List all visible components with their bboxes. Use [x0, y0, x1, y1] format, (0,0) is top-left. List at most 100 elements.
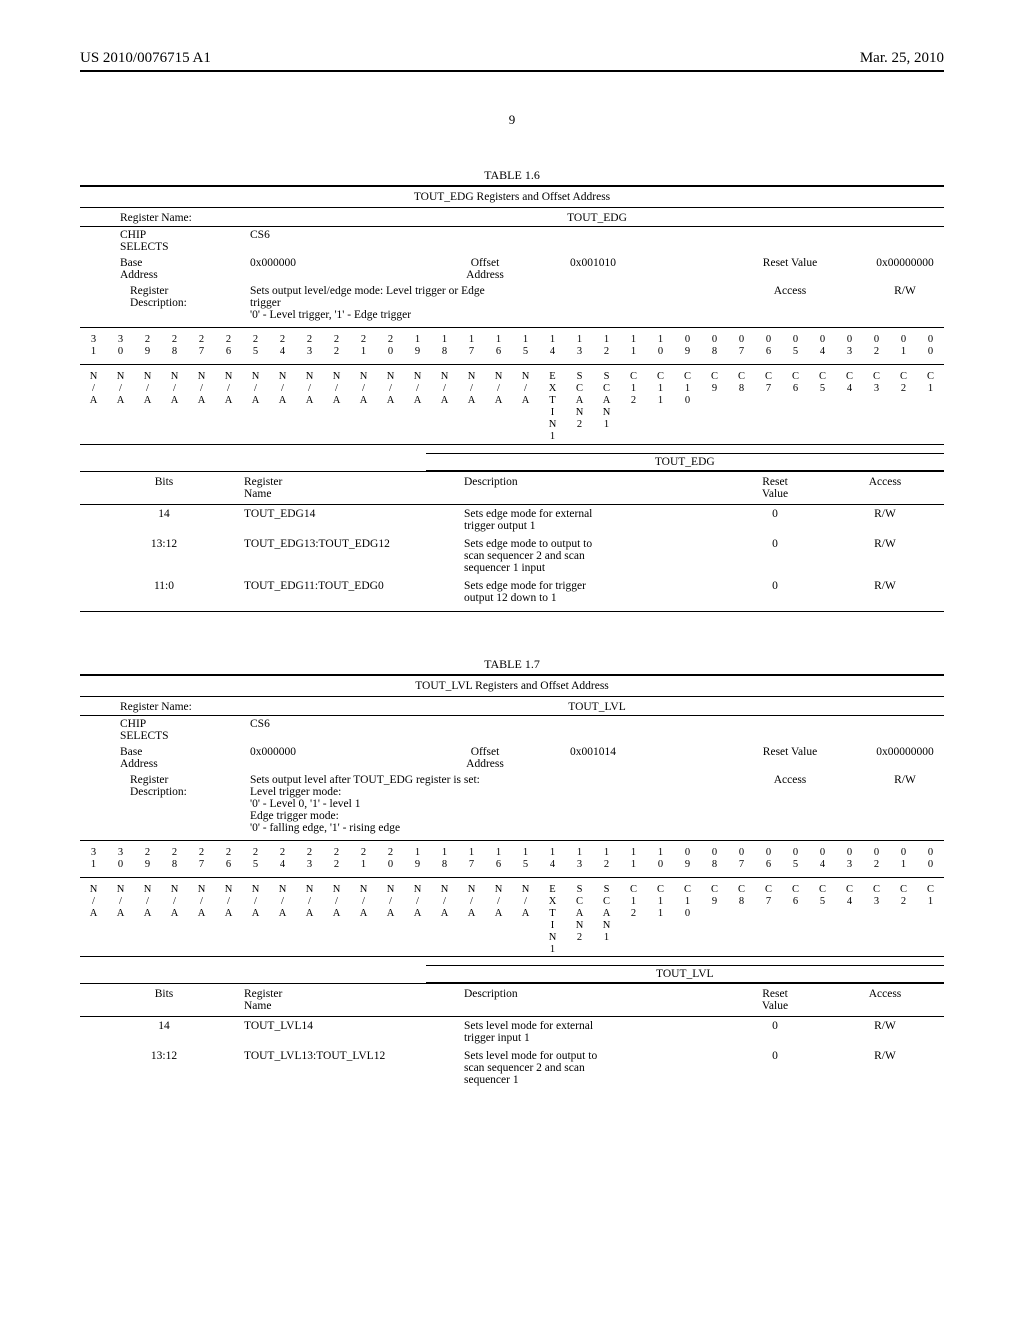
- bit-cell: N / A: [404, 371, 431, 443]
- bit-cell: 1 5: [512, 847, 539, 871]
- bit-cell: C 1 0: [674, 371, 701, 443]
- bit-cell: N / A: [350, 371, 377, 443]
- hdr-desc: Description: [464, 988, 720, 1012]
- bit-cell: 0 0: [917, 334, 944, 358]
- access-label: Access: [740, 774, 840, 786]
- bit-cell: N / A: [215, 371, 242, 443]
- bit-cell: 0 4: [809, 847, 836, 871]
- bit-cell: 1 3: [566, 847, 593, 871]
- bit-cell: 0 1: [890, 847, 917, 871]
- hdr-access: Access: [830, 476, 940, 500]
- page-header: US 2010/0076715 A1 Mar. 25, 2010: [80, 50, 944, 72]
- field-access: R/W: [830, 508, 940, 532]
- bit-cell: 2 1: [350, 847, 377, 871]
- bit-cell: S C A N 1: [593, 371, 620, 443]
- reset-value: 0x00000000: [840, 746, 970, 758]
- bit-cell: C 5: [809, 884, 836, 956]
- bit-cell: 1 7: [458, 847, 485, 871]
- bit-cell: 2 6: [215, 847, 242, 871]
- table17-field-title-top: TOUT_LVL: [426, 965, 944, 983]
- bit-cell: 1 2: [593, 847, 620, 871]
- bit-cell: N / A: [80, 371, 107, 443]
- bit-cell: 0 9: [674, 334, 701, 358]
- field-access: R/W: [830, 580, 940, 604]
- offset-addr-value: 0x001010: [570, 257, 740, 269]
- bit-cell: N / A: [350, 884, 377, 956]
- bit-cell: N / A: [458, 884, 485, 956]
- bit-cell: 3 1: [80, 847, 107, 871]
- regname-label: Register Name:: [80, 701, 250, 713]
- bit-cell: C 2: [890, 884, 917, 956]
- bit-cell: 1 4: [539, 847, 566, 871]
- field-reset: 0: [720, 508, 830, 532]
- table17-addr-row: Base Address 0x000000 Offset Address 0x0…: [80, 744, 944, 772]
- field-reset: 0: [720, 1020, 830, 1044]
- field-desc: Sets level mode for output to scan seque…: [464, 1050, 720, 1086]
- hdr-access: Access: [830, 988, 940, 1012]
- bit-cell: C 8: [728, 884, 755, 956]
- reg-desc-label: Register Description:: [80, 774, 250, 798]
- hdr-bits: Bits: [84, 476, 244, 500]
- field-reset: 0: [720, 580, 830, 604]
- field-access: R/W: [830, 538, 940, 574]
- hdr-desc: Description: [464, 476, 720, 500]
- regname-value: TOUT_EDG: [250, 212, 944, 224]
- bit-cell: N / A: [161, 371, 188, 443]
- bit-cell: 3 0: [107, 334, 134, 358]
- hdr-reset: Reset Value: [720, 476, 830, 500]
- bit-cell: N / A: [485, 371, 512, 443]
- bit-cell: 0 6: [755, 334, 782, 358]
- bit-cell: 2 9: [134, 847, 161, 871]
- bit-cell: 1 0: [647, 847, 674, 871]
- offset-addr-value: 0x001014: [570, 746, 740, 758]
- table17-desc-row: Register Description: Sets output level …: [80, 772, 944, 841]
- field-desc: Sets level mode for external trigger inp…: [464, 1020, 720, 1044]
- bit-cell: 1 3: [566, 334, 593, 358]
- field-access: R/W: [830, 1050, 940, 1086]
- field-name: TOUT_EDG13:TOUT_EDG12: [244, 538, 464, 574]
- bit-cell: 0 4: [809, 334, 836, 358]
- hdr-reset: Reset Value: [720, 988, 830, 1012]
- bit-cell: N / A: [107, 884, 134, 956]
- base-addr-label: Base Address: [80, 257, 250, 281]
- bit-cell: C 1: [917, 884, 944, 956]
- bit-cell: N / A: [404, 884, 431, 956]
- bit-cell: 2 6: [215, 334, 242, 358]
- reg-desc-value: Sets output level/edge mode: Level trigg…: [250, 285, 740, 321]
- bit-cell: C 7: [755, 371, 782, 443]
- bit-cell: 1 8: [431, 334, 458, 358]
- bit-cell: 1 9: [404, 847, 431, 871]
- field-desc: Sets edge mode for trigger output 12 dow…: [464, 580, 720, 604]
- table16-chip-row: CHIP SELECTS CS6: [80, 227, 944, 255]
- bit-cell: N / A: [377, 371, 404, 443]
- chip-selects-value: CS6: [250, 718, 400, 730]
- bit-cell: C 8: [728, 371, 755, 443]
- bit-cell: N / A: [269, 371, 296, 443]
- bit-cell: N / A: [134, 884, 161, 956]
- bit-cell: 2 0: [377, 334, 404, 358]
- patent-number: US 2010/0076715 A1: [80, 50, 211, 67]
- hdr-name: Register Name: [244, 988, 464, 1012]
- table16-desc-row: Register Description: Sets output level/…: [80, 283, 944, 328]
- bit-cell: 1 4: [539, 334, 566, 358]
- field-row: 13:12TOUT_LVL13:TOUT_LVL12Sets level mod…: [80, 1047, 944, 1089]
- bit-cell: 2 9: [134, 334, 161, 358]
- reg-desc-label: Register Description:: [80, 285, 250, 309]
- bit-cell: N / A: [458, 371, 485, 443]
- bit-cell: 0 3: [836, 847, 863, 871]
- field-row: 13:12TOUT_EDG13:TOUT_EDG12Sets edge mode…: [80, 535, 944, 577]
- bit-cell: 0 8: [701, 334, 728, 358]
- bit-cell: N / A: [134, 371, 161, 443]
- table16-caption: TABLE 1.6: [80, 168, 944, 183]
- page-number: 9: [80, 112, 944, 128]
- reg-desc-value: Sets output level after TOUT_EDG registe…: [250, 774, 740, 834]
- table17-bitlabels: N / AN / AN / AN / AN / AN / AN / AN / A…: [80, 878, 944, 956]
- table16-addr-row: Base Address 0x000000 Offset Address 0x0…: [80, 255, 944, 283]
- access-value: R/W: [840, 285, 970, 297]
- reset-value: 0x00000000: [840, 257, 970, 269]
- field-name: TOUT_LVL14: [244, 1020, 464, 1044]
- bit-cell: 1 1: [620, 334, 647, 358]
- bit-cell: 1 5: [512, 334, 539, 358]
- table16-field-header: Bits Register Name Description Reset Val…: [80, 471, 944, 505]
- bit-cell: N / A: [377, 884, 404, 956]
